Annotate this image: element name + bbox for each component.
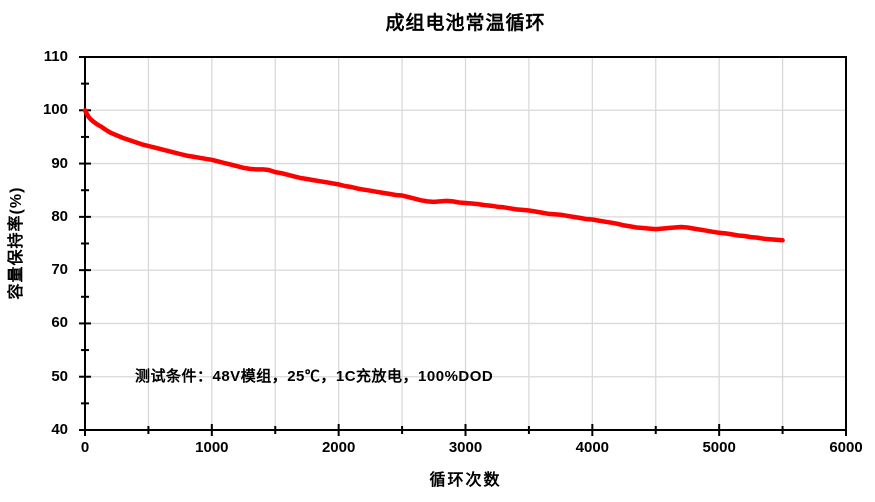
axes-frame bbox=[84, 56, 847, 431]
x-tick-label: 5000 bbox=[702, 439, 736, 456]
y-tick-label: 110 bbox=[43, 48, 68, 65]
y-tick-label: 60 bbox=[51, 314, 68, 332]
capacity-retention-curve bbox=[82, 108, 785, 243]
y-tick-label: 50 bbox=[51, 367, 68, 385]
y-tick-label: 40 bbox=[51, 421, 68, 438]
y-tick-label: 100 bbox=[42, 101, 68, 119]
x-tick-label: 1000 bbox=[195, 439, 229, 456]
x-tick-label: 4000 bbox=[575, 439, 610, 456]
y-tick-label: 80 bbox=[51, 207, 68, 225]
test-conditions-annotation: 测试条件：48V模组，25℃，1C充放电，100%DOD bbox=[135, 368, 494, 385]
x-axis-title: 循环次数 bbox=[429, 472, 502, 489]
x-tick-label: 2000 bbox=[321, 439, 356, 456]
x-tick-label: 6000 bbox=[829, 439, 863, 456]
chart-title: 成组电池常温循环 bbox=[385, 13, 546, 34]
x-tick-label: 3000 bbox=[448, 439, 483, 456]
y-tick-label: 90 bbox=[51, 154, 68, 172]
y-tick-label: 70 bbox=[51, 261, 68, 279]
x-tick-label: 0 bbox=[80, 439, 90, 456]
